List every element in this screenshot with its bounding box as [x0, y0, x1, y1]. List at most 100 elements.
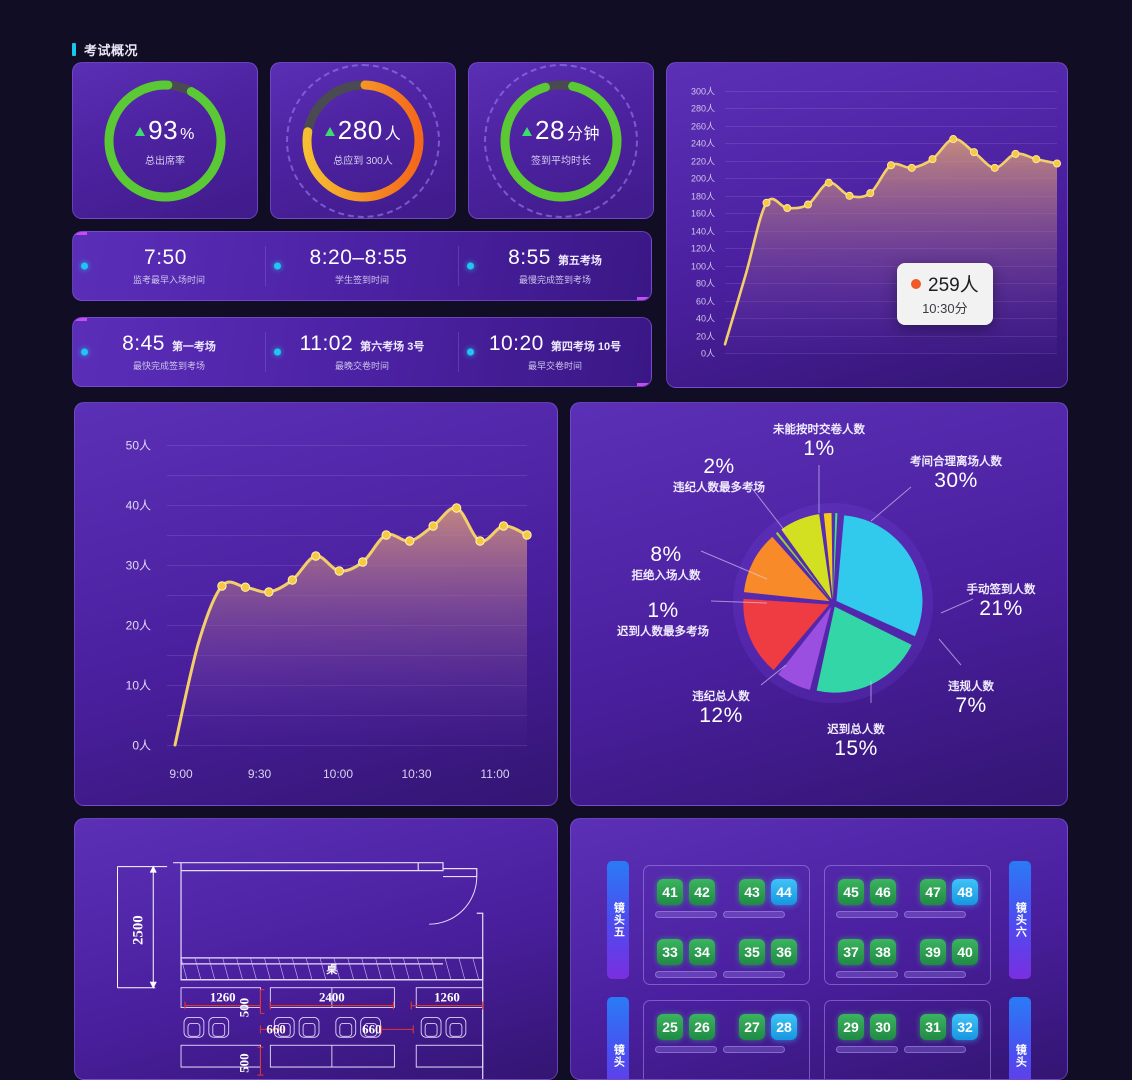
- page-title: 考试概况: [84, 43, 139, 58]
- timeline-item[interactable]: 7:50 监考最早入场时间: [73, 246, 265, 286]
- seat[interactable]: 27: [739, 1014, 765, 1040]
- svg-text:1260: 1260: [210, 991, 236, 1005]
- desk-row: [836, 1046, 898, 1053]
- timeline-sublabel: 最慢完成签到考场: [518, 275, 591, 285]
- timeline-item[interactable]: 8:55 第五考场 最慢完成签到考场: [458, 246, 651, 286]
- y-axis-tick: 20人: [695, 331, 715, 342]
- svg-text:2400: 2400: [319, 991, 345, 1005]
- seat[interactable]: 26: [689, 1014, 715, 1040]
- seat-block: [824, 865, 991, 985]
- seat[interactable]: 25: [657, 1014, 683, 1040]
- timeline-time: 10:20: [488, 332, 544, 355]
- y-axis-tick: 120人: [690, 243, 715, 254]
- timeline-sublabel: 监考最早入场时间: [132, 275, 205, 285]
- camera-label-right-8[interactable]: 镜头: [1009, 997, 1031, 1079]
- timeline-extra: 第六考场 3号: [360, 341, 425, 353]
- pie-label-name: 违纪人数最多考场: [673, 482, 765, 494]
- desk-row: [836, 911, 898, 918]
- seat[interactable]: 45: [838, 879, 864, 905]
- pie-label-value: 21%: [979, 597, 1023, 620]
- desk-row: [836, 971, 898, 978]
- trend-up-icon: [324, 126, 335, 136]
- bullet-dot-icon: [274, 262, 281, 270]
- pie-label-name: 违规人数: [948, 681, 994, 693]
- seat[interactable]: 35: [739, 939, 765, 965]
- timeline-time: 8:45: [122, 332, 165, 355]
- seat[interactable]: 30: [870, 1014, 896, 1040]
- seat[interactable]: 32: [952, 1014, 978, 1040]
- pie-label-name: 拒绝入场人数: [631, 570, 701, 582]
- chart-panel-attendance-large[interactable]: 0人 10人 20人 30人 40人 50人 9:00 9:30 10:00 10:30 11:0…: [74, 402, 558, 806]
- seating-layout-panel[interactable]: 镜头五 镜头 镜头六 镜头 41 42 43 44 45 46 47 48 33 34 35 36 37…: [570, 818, 1068, 1080]
- timeline-item[interactable]: 8:20–8:55 学生签到时间: [265, 246, 458, 286]
- desk-row: [723, 911, 785, 918]
- gauge-value: 280 人: [337, 114, 402, 145]
- pie-label-name: 迟到人数最多考场: [617, 626, 709, 638]
- svg-text:1260: 1260: [434, 991, 460, 1005]
- gauge-card-avg-checkin-time[interactable]: 28 分钟 签到平均时长: [468, 62, 654, 219]
- y-axis-tick: 40人: [125, 498, 151, 513]
- pie-slice-label: 8% 拒绝入场人数: [632, 543, 701, 583]
- pie-label-name: 迟到总人数: [827, 724, 885, 736]
- camera-label-right-6[interactable]: 镜头六: [1009, 861, 1031, 979]
- seat[interactable]: 31: [920, 1014, 946, 1040]
- seat[interactable]: 48: [952, 879, 978, 905]
- seat[interactable]: 28: [771, 1014, 797, 1040]
- seat[interactable]: 39: [920, 939, 946, 965]
- seat[interactable]: 29: [838, 1014, 864, 1040]
- timeline-item[interactable]: 11:02 第六考场 3号 最晚交卷时间: [265, 332, 458, 372]
- timeline-extra: 第四考场 10号: [550, 341, 622, 353]
- gauge-card-expected-arrivals[interactable]: 280 人 总应到 300人: [270, 62, 456, 219]
- timeline-item[interactable]: 8:45 第一考场 最快完成签到考场: [73, 332, 265, 372]
- gridline: [167, 745, 527, 746]
- pie-label-name: 手动签到人数: [966, 584, 1036, 596]
- chart-panel-attendance-small[interactable]: 0人 20人 40人 60人 80人 100人 120人 140人 160人 180人 200人 22…: [666, 62, 1068, 388]
- pie-label-value: 12%: [699, 704, 743, 727]
- seat[interactable]: 47: [920, 879, 946, 905]
- seat[interactable]: 34: [689, 939, 715, 965]
- pie-label-name: 未能按时交卷人数: [773, 424, 865, 436]
- y-axis-tick: 220人: [690, 156, 715, 167]
- chart-panel-exam-breakdown[interactable]: 考间合理离场人数 30% 手动签到人数 21% 违规人数 7% 迟到总人数 15% 违纪总人数 1…: [570, 402, 1068, 806]
- seat[interactable]: 37: [838, 939, 864, 965]
- seat[interactable]: 33: [657, 939, 683, 965]
- seat[interactable]: 40: [952, 939, 978, 965]
- seat[interactable]: 41: [657, 879, 683, 905]
- timeline-item[interactable]: 10:20 第四考场 10号 最早交卷时间: [458, 332, 651, 372]
- pie-chart: [700, 465, 974, 703]
- y-axis-tick: 280人: [690, 103, 715, 114]
- gauge-avg-checkin-time: 28 分钟 签到平均时长: [484, 63, 638, 218]
- timeline-time: 8:20–8:55: [309, 246, 408, 269]
- y-axis-tick: 180人: [690, 191, 715, 202]
- chart-tooltip: 259人 10:30分: [897, 263, 993, 325]
- y-axis-tick: 30人: [125, 558, 151, 573]
- timeline-sublabel: 最早交卷时间: [527, 361, 582, 371]
- camera-label-left-5[interactable]: 镜头五: [607, 861, 629, 979]
- camera-label-left-7[interactable]: 镜头: [607, 997, 629, 1079]
- floor-plan-panel[interactable]: 2500: [74, 818, 558, 1080]
- seat[interactable]: 36: [771, 939, 797, 965]
- desk-row: [655, 911, 717, 918]
- svg-text:500: 500: [238, 998, 252, 1017]
- bullet-dot-icon: [81, 348, 88, 356]
- donut-chart-icon: [104, 80, 226, 201]
- seat[interactable]: 44: [771, 879, 797, 905]
- classroom-floor-plan-diagram: 2500: [117, 862, 484, 1079]
- pie-label-value: 15%: [834, 737, 878, 760]
- gauge-card-attendance-rate[interactable]: 93% 总出席率: [72, 62, 258, 219]
- seat[interactable]: 43: [739, 879, 765, 905]
- pie-slice-label: 手动签到人数 21%: [967, 581, 1036, 621]
- timeline-sublabel: 最晚交卷时间: [334, 361, 389, 371]
- seat[interactable]: 42: [689, 879, 715, 905]
- area-chart-small: [723, 135, 1061, 353]
- desk-row: [904, 911, 966, 918]
- bullet-dot-icon: [274, 348, 281, 356]
- timeline-extra: 第一考场: [171, 341, 216, 353]
- pie-label-name: 违纪总人数: [692, 691, 750, 703]
- gauge-label: 总应到 300人: [333, 155, 393, 167]
- seat-block: [824, 1000, 991, 1079]
- seat[interactable]: 46: [870, 879, 896, 905]
- gridline: [725, 353, 1057, 354]
- seat[interactable]: 38: [870, 939, 896, 965]
- timeline-extra: 第五考场: [557, 255, 602, 267]
